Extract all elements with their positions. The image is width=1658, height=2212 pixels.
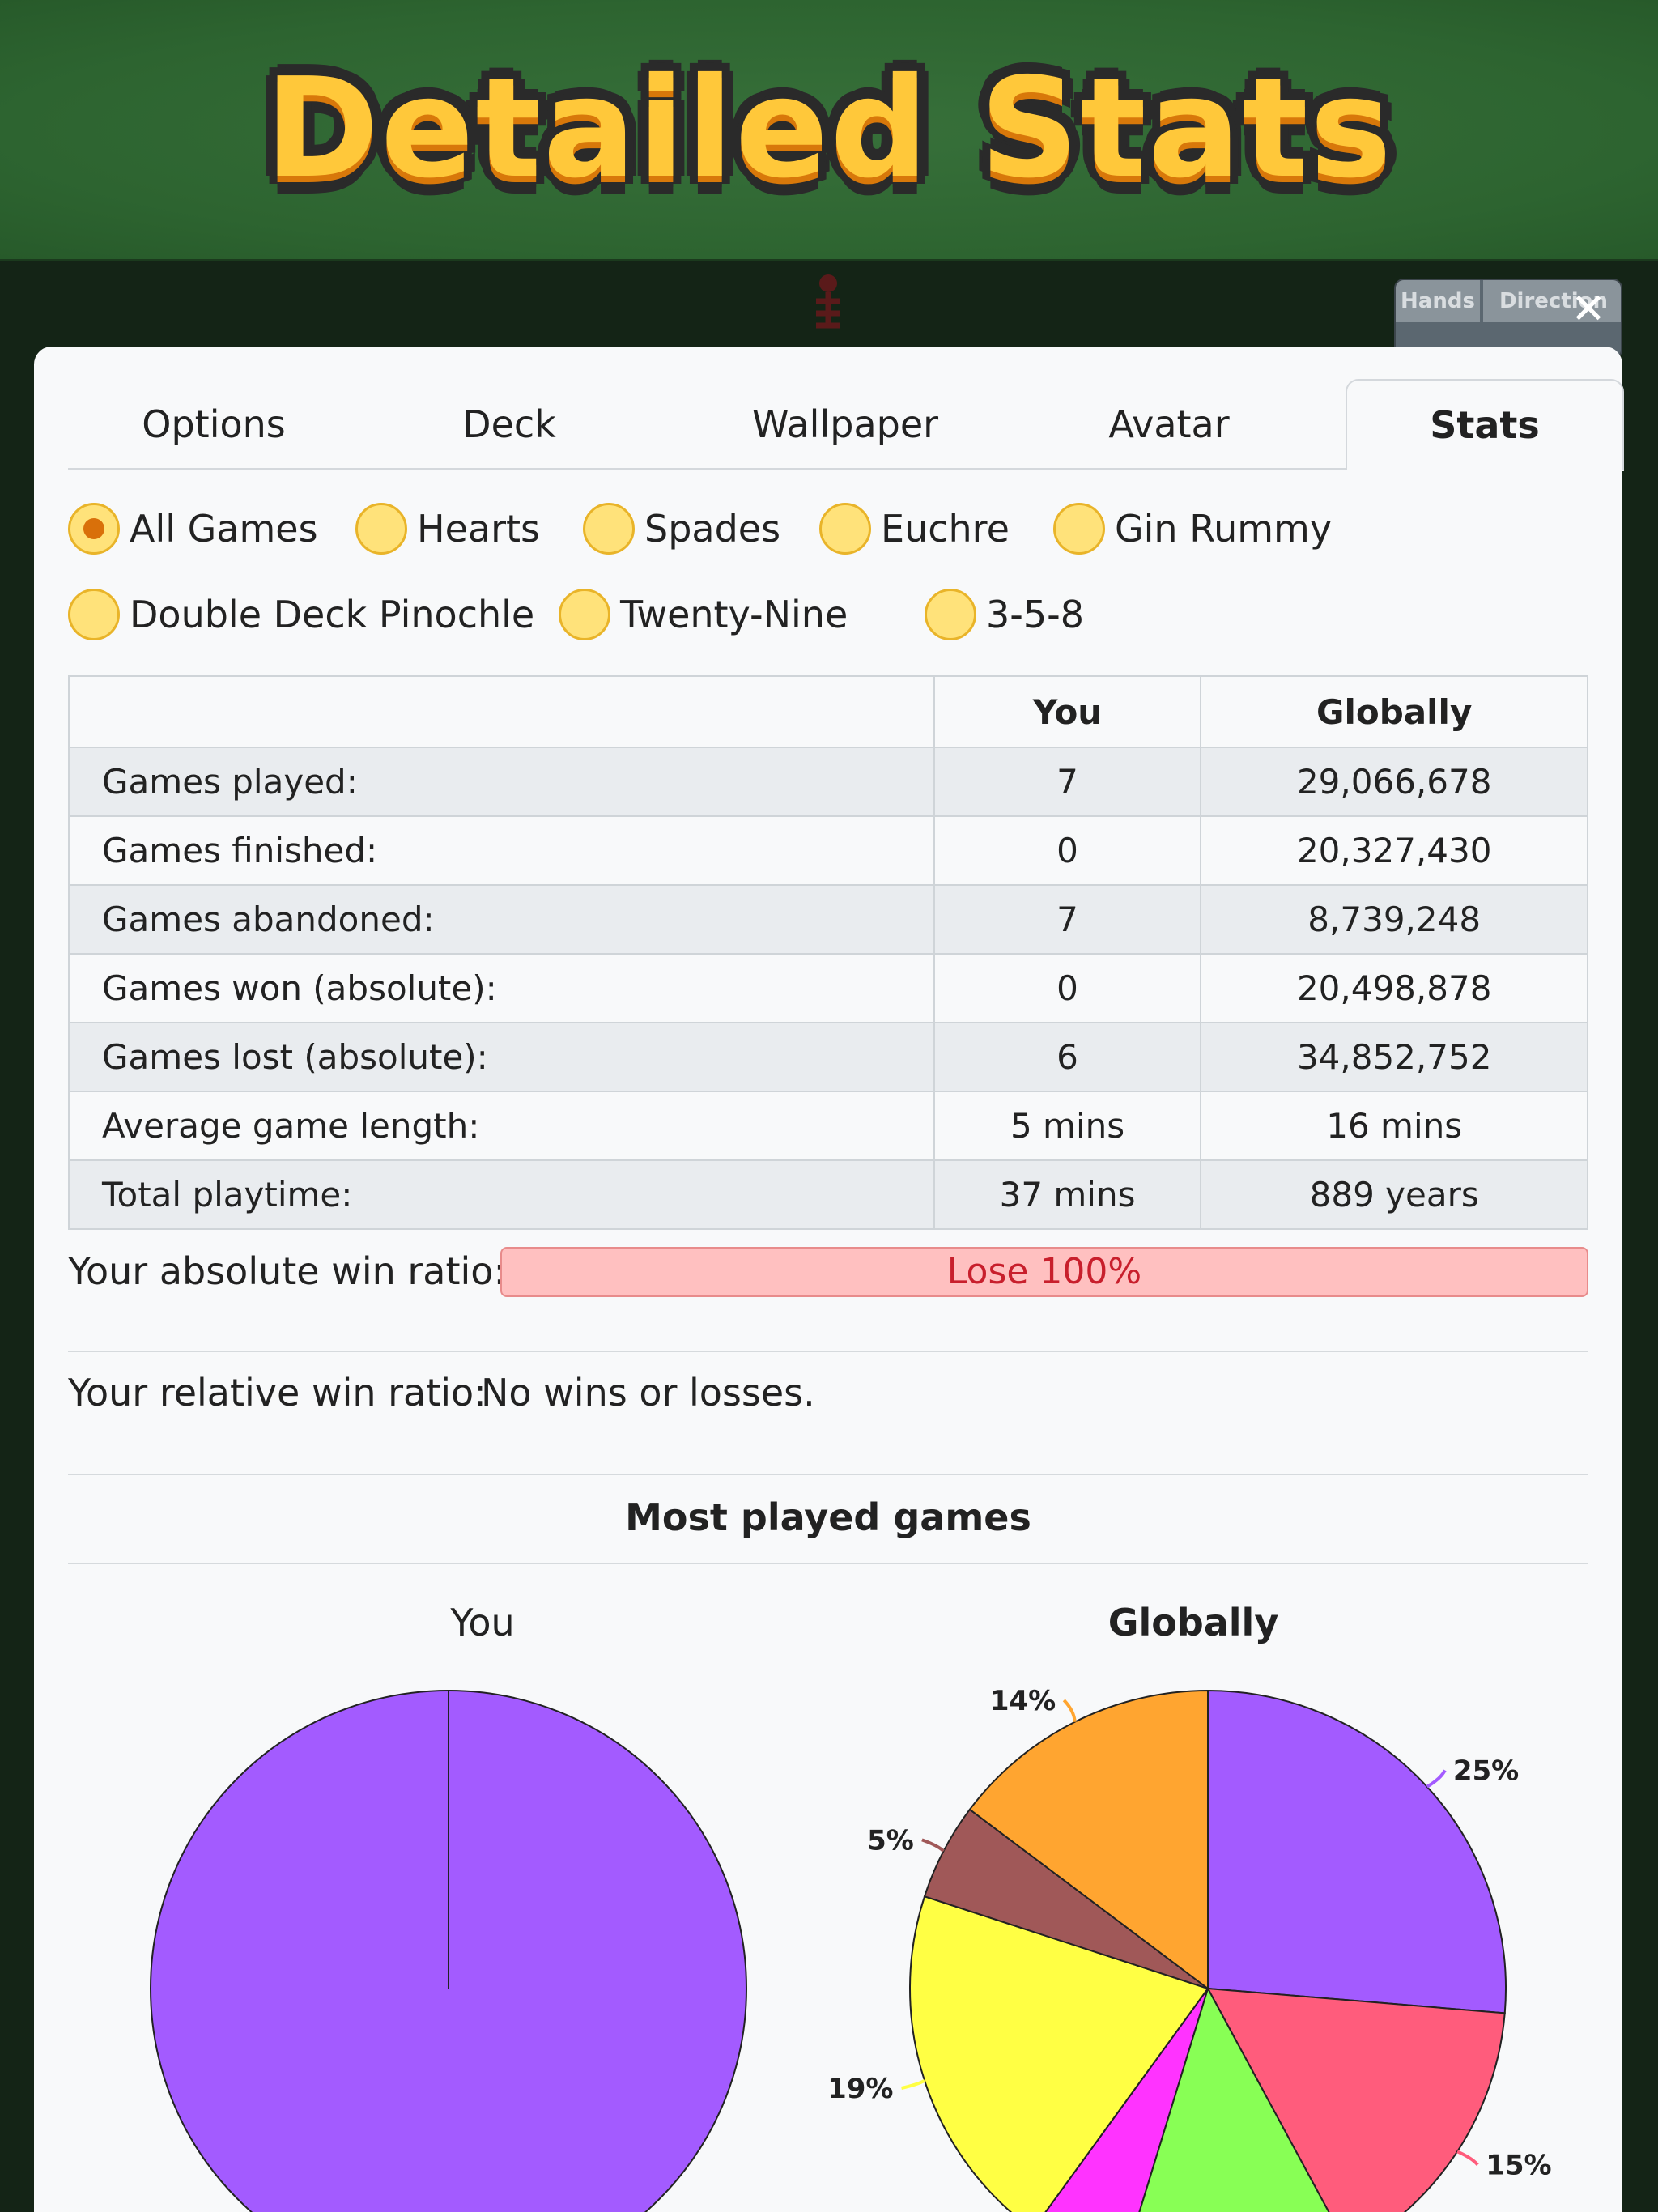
pie-slice bbox=[1206, 1987, 1506, 2212]
pie-slice-label: 5% bbox=[867, 1824, 914, 1857]
filter-label: Spades bbox=[644, 507, 781, 551]
relative-win-ratio-value: No wins or losses. bbox=[481, 1371, 815, 1414]
pie-charts: 25% 15% 19% 5% 14% bbox=[150, 1685, 1552, 2212]
stat-label: Games played: bbox=[68, 747, 935, 817]
pie-label-connector bbox=[901, 2078, 925, 2090]
scoreboard-header-direction: Direction bbox=[1483, 280, 1621, 322]
tab-avatar[interactable]: Avatar bbox=[1108, 402, 1230, 446]
scoreboard-panel: Hands Direction bbox=[1394, 279, 1622, 359]
divider bbox=[68, 1563, 1588, 1564]
divider bbox=[68, 1351, 1588, 1352]
stat-global: 16 mins bbox=[1200, 1091, 1588, 1161]
table-row: Games finished: 0 20,327,430 bbox=[68, 815, 1588, 886]
radio-unselected-icon bbox=[559, 589, 610, 640]
page-title: Detailed Stats bbox=[262, 46, 1394, 211]
absolute-win-ratio-label: Your absolute win ratio: bbox=[68, 1249, 506, 1293]
table-header-you: You bbox=[933, 675, 1202, 748]
pie-label-connector bbox=[921, 1838, 945, 1853]
filter-label: Hearts bbox=[417, 507, 540, 551]
relative-win-ratio-label: Your relative win ratio: bbox=[68, 1371, 487, 1414]
filter-label: Twenty-Nine bbox=[620, 593, 848, 636]
stat-global: 29,066,678 bbox=[1200, 747, 1588, 817]
stat-global: 20,498,878 bbox=[1200, 953, 1588, 1023]
table-header-label bbox=[68, 675, 935, 748]
pie-you-title: You bbox=[450, 1601, 515, 1644]
table-row: Average game length: 5 mins 16 mins bbox=[68, 1091, 1588, 1161]
table-row: Games won (absolute): 0 20,498,878 bbox=[68, 953, 1588, 1023]
tab-options[interactable]: Options bbox=[142, 402, 286, 446]
filter-label: 3-5-8 bbox=[986, 593, 1084, 636]
stat-label: Games abandoned: bbox=[68, 884, 935, 955]
pie-chart-you bbox=[150, 1690, 747, 2212]
radio-unselected-icon bbox=[1053, 503, 1105, 555]
pie-slice-label: 15% bbox=[1486, 2150, 1551, 2182]
radio-unselected-icon bbox=[925, 589, 976, 640]
table-row: Games abandoned: 7 8,739,248 bbox=[68, 884, 1588, 955]
stat-label: Games won (absolute): bbox=[68, 953, 935, 1023]
pie-label-connector bbox=[1456, 2150, 1479, 2167]
filter-spades[interactable]: Spades bbox=[583, 500, 780, 557]
game-filter-row-1: All Games Hearts Spades Euchre Gin Rummy bbox=[68, 500, 1588, 557]
pie-label-connector bbox=[1062, 1699, 1077, 1722]
filter-gin-rummy[interactable]: Gin Rummy bbox=[1053, 500, 1332, 557]
absolute-win-ratio-bar: Lose 100% bbox=[500, 1247, 1588, 1297]
radio-unselected-icon bbox=[583, 503, 635, 555]
stat-label: Games finished: bbox=[68, 815, 935, 886]
stat-you: 0 bbox=[933, 815, 1202, 886]
stat-label: Games lost (absolute): bbox=[68, 1022, 935, 1092]
tab-deck[interactable]: Deck bbox=[462, 402, 556, 446]
player-figure-icon bbox=[816, 274, 840, 329]
pie-label-connector bbox=[1426, 1769, 1447, 1789]
scoreboard-header-hands: Hands bbox=[1396, 280, 1480, 322]
stat-global: 8,739,248 bbox=[1200, 884, 1588, 955]
pie-global-title: Globally bbox=[1107, 1601, 1279, 1644]
pie-slice bbox=[1207, 1689, 1507, 2014]
tab-wallpaper[interactable]: Wallpaper bbox=[751, 402, 939, 446]
filter-twenty-nine[interactable]: Twenty-Nine bbox=[559, 586, 848, 643]
settings-modal: Options Deck Wallpaper Avatar Stats All … bbox=[34, 347, 1624, 2212]
stat-global: 20,327,430 bbox=[1200, 815, 1588, 886]
pie-slice-label: 25% bbox=[1453, 1755, 1519, 1787]
game-filter-row-2: Double Deck Pinochle Twenty-Nine 3-5-8 bbox=[68, 586, 1588, 643]
filter-label: Gin Rummy bbox=[1115, 507, 1333, 551]
radio-unselected-icon bbox=[68, 589, 120, 640]
stat-you: 6 bbox=[933, 1022, 1202, 1092]
header-banner: Detailed Stats bbox=[0, 0, 1658, 261]
pie-slice-label: 14% bbox=[990, 1685, 1056, 1717]
pie-chart-global: 25% 15% 19% 5% 14% bbox=[827, 1685, 1552, 2212]
stat-you: 7 bbox=[933, 747, 1202, 817]
filter-label: Euchre bbox=[881, 507, 1010, 551]
stat-label: Average game length: bbox=[68, 1091, 935, 1161]
table-row: Total playtime: 37 mins 889 years bbox=[68, 1159, 1588, 1230]
stats-table: You Globally Games played: 7 29,066,678 … bbox=[68, 675, 1588, 1230]
pie-slice bbox=[1138, 1986, 1330, 2212]
stat-label: Total playtime: bbox=[68, 1159, 935, 1230]
radio-unselected-icon bbox=[819, 503, 871, 555]
filter-double-deck-pinochle[interactable]: Double Deck Pinochle bbox=[68, 586, 534, 643]
radio-unselected-icon bbox=[355, 503, 407, 555]
stat-global: 34,852,752 bbox=[1200, 1022, 1588, 1092]
table-row: Games played: 7 29,066,678 bbox=[68, 747, 1588, 817]
stat-global: 889 years bbox=[1200, 1159, 1588, 1230]
filter-label: All Games bbox=[130, 507, 318, 551]
close-button[interactable]: ✕ bbox=[1571, 285, 1606, 334]
table-header-globally: Globally bbox=[1200, 675, 1588, 748]
filter-euchre[interactable]: Euchre bbox=[819, 500, 1010, 557]
table-row: Games lost (absolute): 6 34,852,752 bbox=[68, 1022, 1588, 1092]
filter-label: Double Deck Pinochle bbox=[130, 593, 535, 636]
stat-you: 37 mins bbox=[933, 1159, 1202, 1230]
filter-hearts[interactable]: Hearts bbox=[355, 500, 540, 557]
settings-tabs: Options Deck Wallpaper Avatar Stats bbox=[68, 379, 1624, 471]
stat-you: 7 bbox=[933, 884, 1202, 955]
filter-all-games[interactable]: All Games bbox=[68, 500, 318, 557]
divider bbox=[68, 1474, 1588, 1475]
most-played-title: Most played games bbox=[625, 1495, 1031, 1539]
pie-slice bbox=[909, 1895, 1209, 2212]
filter-3-5-8[interactable]: 3-5-8 bbox=[925, 586, 1084, 643]
stat-you: 5 mins bbox=[933, 1091, 1202, 1161]
radio-selected-icon bbox=[68, 503, 120, 555]
tab-stats[interactable]: Stats bbox=[1346, 379, 1624, 471]
stat-you: 0 bbox=[933, 953, 1202, 1023]
pie-slice-label: 19% bbox=[827, 2073, 893, 2105]
